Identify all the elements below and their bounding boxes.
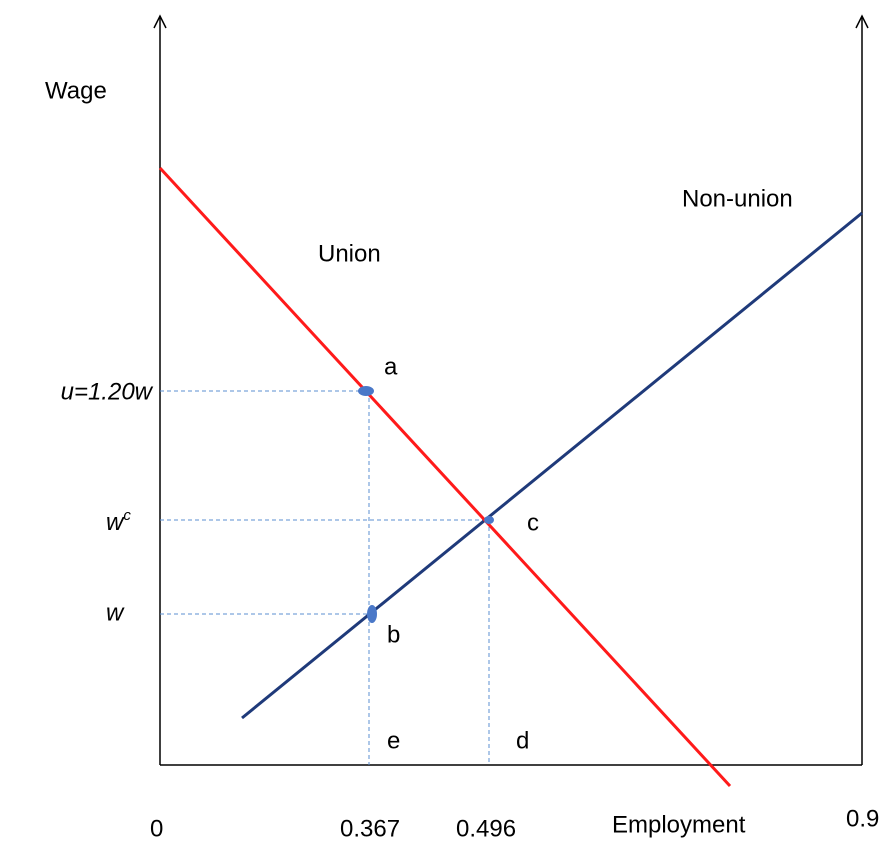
wage-label-sup: c — [123, 507, 131, 524]
point-b — [367, 605, 377, 623]
x-mark-label: 0.496 — [456, 815, 516, 842]
wage-label-base: w — [106, 509, 125, 536]
point-label: a — [384, 353, 398, 380]
point-label: b — [387, 621, 400, 648]
point-label: e — [387, 727, 400, 754]
curve-label: Non-union — [682, 185, 793, 212]
curve-label: Union — [318, 240, 381, 267]
y-axis-label: Wage — [45, 77, 107, 104]
point-a — [358, 386, 374, 396]
x-end-label: 0.9 — [846, 805, 879, 832]
wage-label: u=1.20w — [61, 378, 154, 405]
x-axis-label: Employment — [612, 811, 746, 838]
point-label: d — [516, 727, 529, 754]
point-label: c — [527, 509, 539, 536]
wage-label: w — [106, 599, 125, 626]
x-origin-label: 0 — [150, 815, 163, 842]
point-c — [484, 516, 494, 524]
non-union-curve — [241, 211, 863, 720]
right-axis-arrow — [855, 14, 869, 29]
x-mark-label: 0.367 — [340, 815, 400, 842]
union-curve — [158, 166, 732, 788]
wage-label: wc — [106, 507, 131, 536]
y-axis-arrow — [153, 14, 167, 29]
